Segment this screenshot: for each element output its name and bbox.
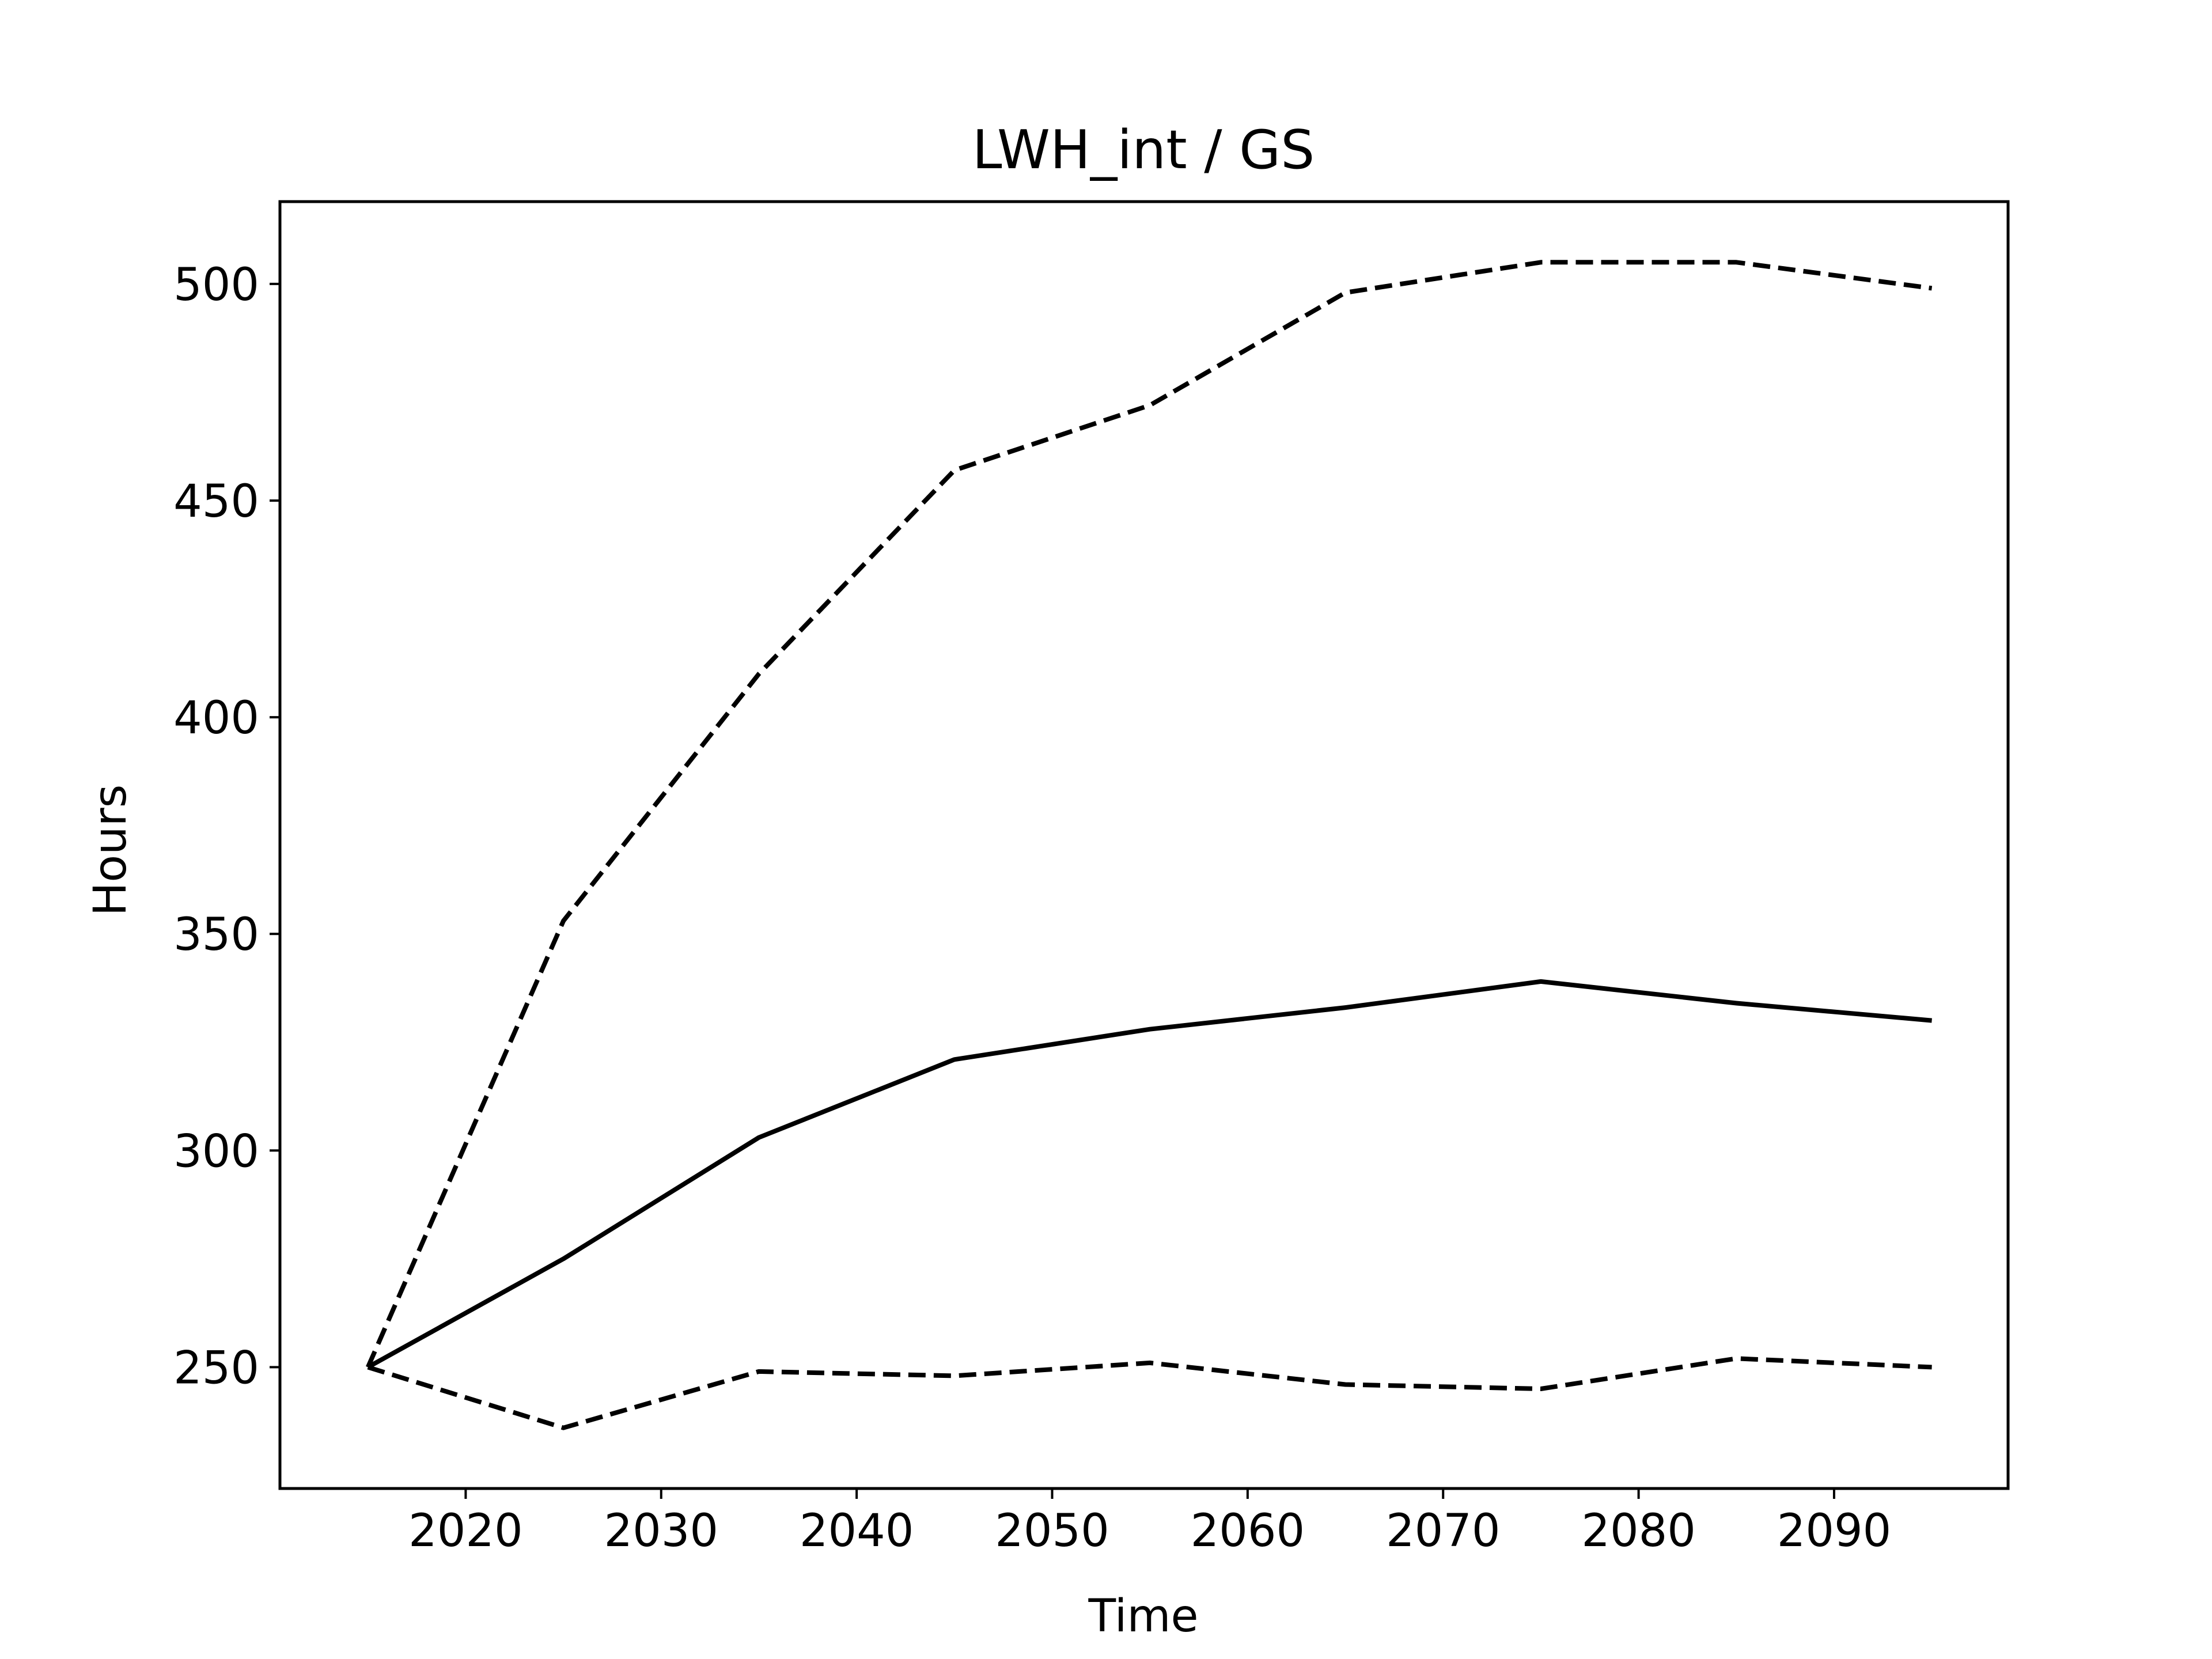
x-tick-label: 2090 — [1777, 1505, 1892, 1557]
y-axis-ticks: 250 300 350 400 450 500 — [173, 259, 280, 1394]
plot-frame — [278, 200, 2010, 1490]
chart-title: LWH_int / GS — [972, 119, 1315, 181]
x-tick-label: 2030 — [604, 1505, 719, 1557]
y-axis-label: Hours — [85, 785, 137, 916]
y-tick-label: 300 — [173, 1126, 259, 1177]
x-tick-label: 2050 — [995, 1505, 1109, 1557]
y-tick-label: 500 — [173, 259, 259, 311]
series-layer — [366, 260, 1933, 1430]
series-line-1-dashed — [366, 260, 1933, 1369]
y-tick-label: 250 — [173, 1342, 259, 1394]
x-tick-label: 2060 — [1191, 1505, 1305, 1557]
x-axis-ticks: 2020 2030 2040 2050 2060 2070 2080 2090 — [408, 1488, 1891, 1557]
series-line-2-solid — [366, 979, 1932, 1369]
y-tick-label: 400 — [173, 692, 259, 744]
y-tick-label: 350 — [173, 909, 259, 961]
x-tick-label: 2020 — [408, 1505, 523, 1557]
x-tick-label: 2040 — [800, 1505, 914, 1557]
x-tick-label: 2070 — [1386, 1505, 1501, 1557]
y-tick-label: 450 — [173, 476, 259, 528]
x-axis-label: Time — [1088, 1590, 1199, 1642]
series-line-3-dashed — [367, 1356, 1932, 1430]
x-tick-label: 2080 — [1581, 1505, 1696, 1557]
